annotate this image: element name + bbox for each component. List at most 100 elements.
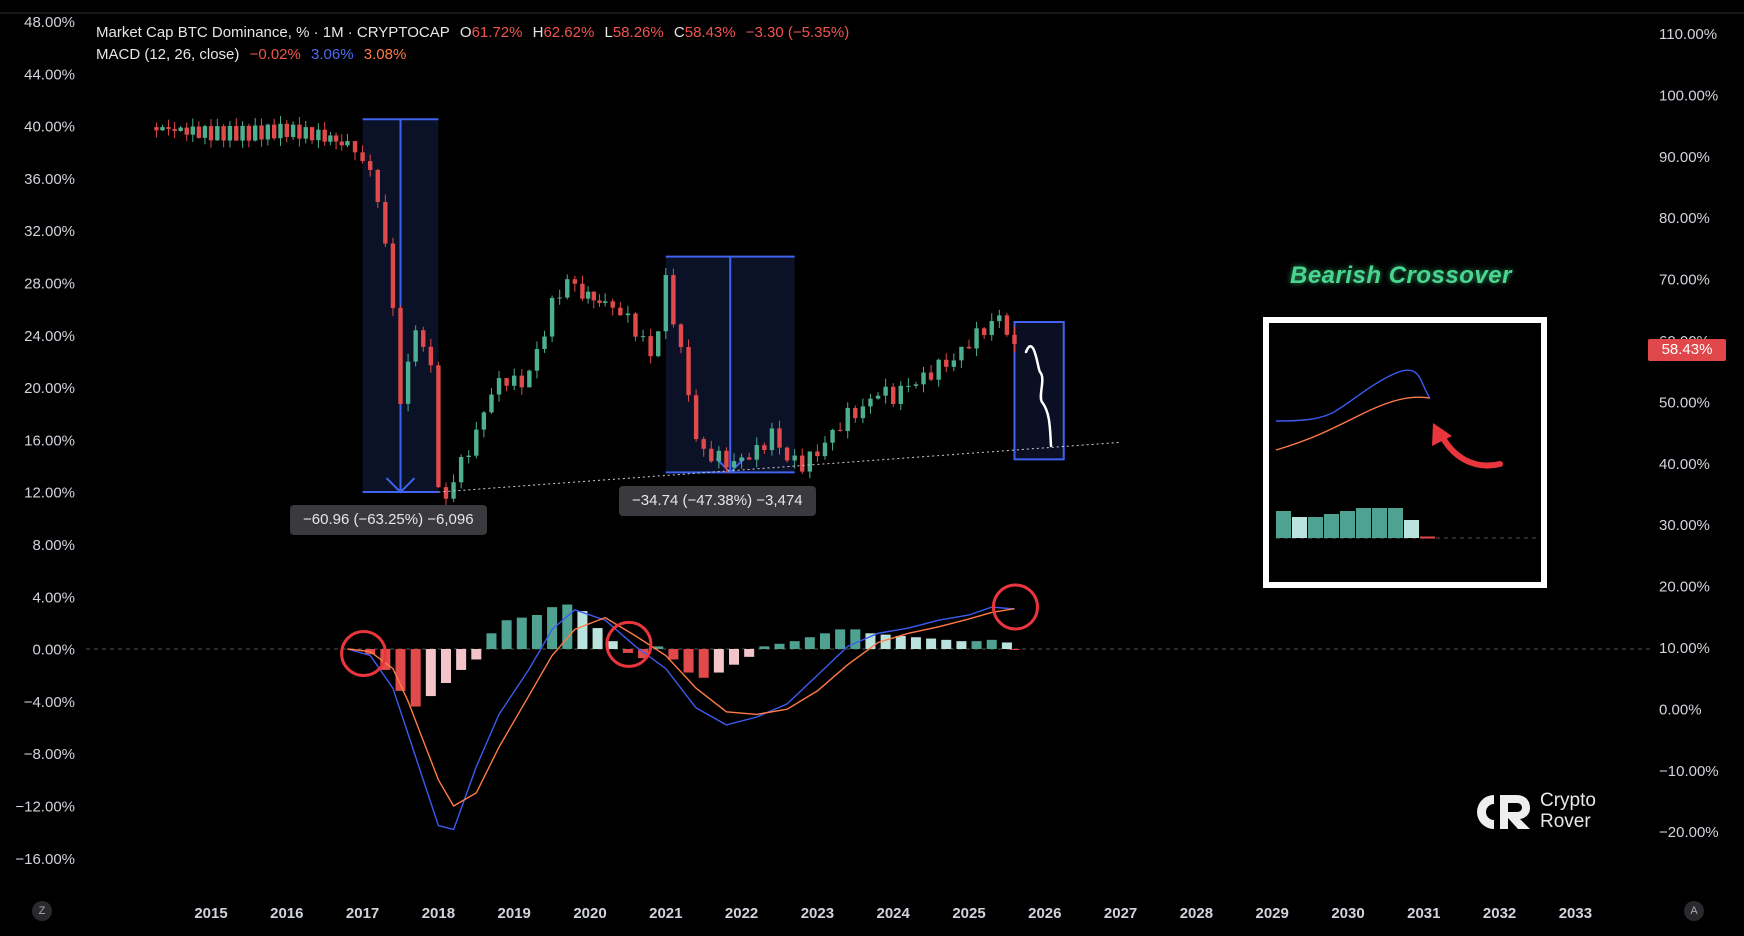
inset-histogram [1276, 508, 1435, 539]
left-axis-tick: 8.00% [32, 537, 75, 554]
candle-body [602, 301, 608, 303]
ohlc-open-label: O [459, 24, 472, 41]
time-axis-tick: 2015 [194, 905, 227, 922]
ohlc-open-value: 61.72% [471, 24, 523, 41]
right-axis-tick: −10.00% [1659, 763, 1719, 780]
candle-body [166, 127, 171, 129]
symbol-title[interactable]: Market Cap BTC Dominance, % · 1M · CRYPT… [96, 24, 450, 41]
candle-body [868, 398, 873, 407]
candle-body [633, 313, 638, 337]
candle-body [989, 321, 994, 336]
macd-hist-bar [638, 649, 649, 659]
candle-body [769, 428, 775, 451]
macd-hist-bar [486, 633, 497, 649]
candle-body [443, 487, 449, 499]
inset-hist-bar [1356, 508, 1371, 538]
macd-hist-bar [547, 607, 558, 649]
crossover-circles [340, 583, 1039, 678]
price-change: −3.30 (−5.35%) [745, 24, 850, 41]
candle-body [474, 429, 479, 456]
macd-hist-bar [910, 637, 921, 649]
ohlc-low-value: 58.26% [612, 24, 664, 41]
candle-body [701, 439, 706, 449]
time-axis-tick: 2016 [270, 905, 303, 922]
measure-boxes [362, 118, 1065, 494]
time-axis: 2015 2016 2017 2018 2019 2020 2021 2022 2023 2024… [194, 905, 1592, 922]
candle-body [208, 126, 214, 141]
candle-body [815, 451, 820, 457]
candle-body [246, 125, 252, 141]
macd-hist-bar [850, 629, 861, 649]
right-axis-tick: 0.00% [1659, 701, 1702, 718]
candle-body [936, 359, 941, 380]
time-axis-tick: 2026 [1028, 905, 1061, 922]
candle-body [458, 457, 464, 483]
macd-hist-bar [410, 649, 421, 707]
candle-body [1012, 334, 1017, 345]
candle-body [883, 386, 888, 396]
left-axis-tick: 44.00% [24, 66, 75, 83]
candle-body [777, 428, 782, 448]
macd-title[interactable]: MACD (12, 26, close) [96, 46, 240, 63]
right-axis-tick: 10.00% [1659, 640, 1710, 657]
time-axis-tick: 2028 [1180, 905, 1213, 922]
time-axis-tick: 2025 [952, 905, 985, 922]
candle-body [297, 124, 302, 139]
candle-body [278, 123, 283, 139]
time-axis-tick: 2020 [573, 905, 606, 922]
macd-hist-bar [471, 649, 482, 660]
candle-body [693, 395, 699, 440]
legend-row-macd: MACD (12, 26, close) −0.02% 3.06% 3.08% [96, 46, 412, 63]
candle-body [921, 372, 926, 385]
candle-body [316, 129, 321, 141]
right-axis-tick: 110.00% [1659, 26, 1717, 43]
inset-hist-bar [1340, 511, 1355, 538]
time-axis-tick: 2031 [1407, 905, 1440, 922]
candle-body [663, 275, 668, 332]
candle-body [800, 455, 805, 472]
right-axis-tick: 70.00% [1659, 272, 1710, 289]
signal-line [347, 608, 1015, 807]
candle-body [686, 347, 691, 396]
candle-body [966, 346, 972, 349]
candle-body [413, 330, 418, 362]
inset-hist-bar [1404, 520, 1419, 538]
projection-box [1013, 321, 1065, 461]
inset-macd-line [1275, 369, 1431, 422]
ohlc-high-value: 62.62% [543, 24, 595, 41]
macd-hist-bar [789, 641, 800, 649]
bearish-crossover-title: Bearish Crossover [1290, 262, 1512, 289]
candle-body [656, 331, 661, 357]
auto-scale-button[interactable]: A [1684, 901, 1704, 921]
macd-hist-bar [759, 646, 770, 649]
left-axis-tick: 0.00% [32, 642, 75, 659]
candle-body [466, 455, 471, 458]
candle-body [625, 313, 631, 316]
candle-body [527, 370, 532, 388]
macd-hist-bar [501, 620, 512, 649]
candle-body [504, 378, 509, 386]
candle-body [746, 457, 752, 460]
zoom-toggle-button[interactable]: Z [32, 901, 52, 921]
last-price-tag: 58.43% [1648, 339, 1726, 361]
macd-hist-bar [956, 641, 967, 649]
crossover-circle [605, 620, 653, 668]
candle-body [519, 375, 524, 388]
crypto-rover-logo-icon [1477, 795, 1530, 829]
macd-hist-bar [440, 649, 451, 684]
candle-body [597, 300, 602, 303]
macd-hist-bar [516, 617, 527, 649]
candle-body [837, 429, 843, 431]
time-axis-tick: 2023 [801, 905, 834, 922]
measure-box-arrowhead [715, 457, 745, 474]
candle-body [360, 152, 365, 162]
candle-body [265, 124, 271, 140]
candle-body [172, 128, 177, 131]
candle-body [928, 372, 934, 380]
candle-body [271, 124, 277, 139]
macd-hist-bar [971, 641, 982, 649]
macd-hist-bar [668, 649, 679, 660]
candle-body [328, 135, 333, 142]
projection-arrow [1024, 345, 1053, 448]
